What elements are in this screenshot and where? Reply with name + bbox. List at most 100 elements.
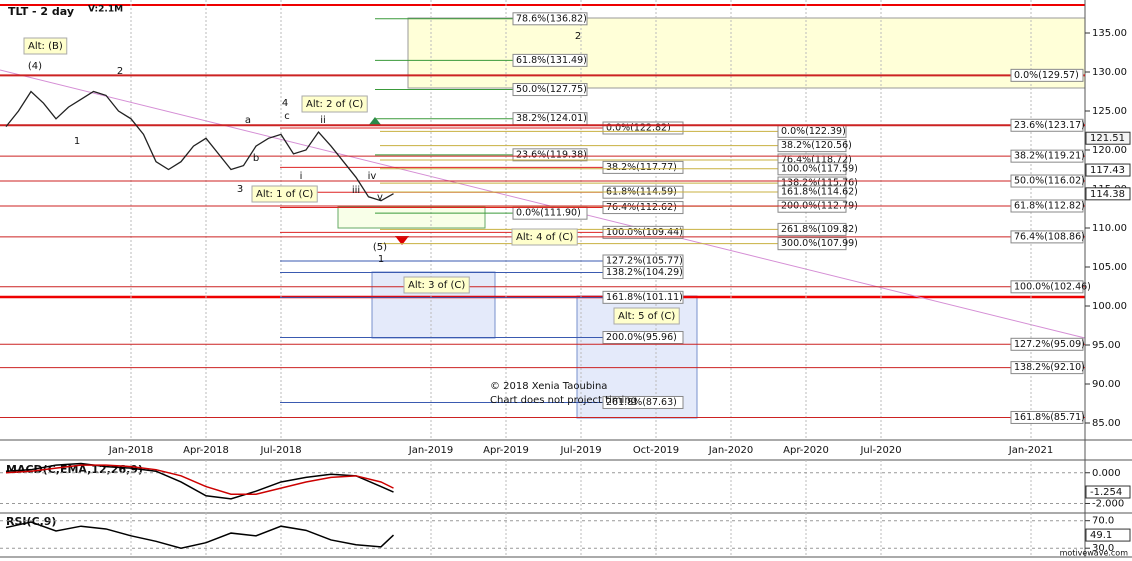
fib-label: 78.6%(136.82) xyxy=(516,13,587,24)
fib-label: 138.2%(104.29) xyxy=(606,267,683,278)
y-tick-label: 85.00 xyxy=(1092,418,1121,429)
fib-label: 50.0%(116.02) xyxy=(1014,176,1085,187)
price-marker-box xyxy=(1085,163,1131,177)
annotation: Alt: 2 of (C) xyxy=(306,99,363,110)
fib-label-box xyxy=(1010,410,1084,424)
fib-label: 161.8%(114.62) xyxy=(781,186,858,197)
fib-label: 23.6%(119.38) xyxy=(516,149,587,160)
fib-label: 127.2%(95.09) xyxy=(1014,339,1085,350)
fib-label: 100.0%(117.59) xyxy=(781,163,858,174)
wave-label: v xyxy=(377,192,383,203)
x-tick-label: Jul-2020 xyxy=(859,445,901,456)
wave-label: (5) xyxy=(373,242,387,253)
wave-label: b xyxy=(253,153,259,164)
annotation-box xyxy=(301,95,368,113)
annotation: Alt: 5 of (C) xyxy=(618,311,675,322)
fib-label: 261.8%(87.63) xyxy=(606,397,677,408)
fib-label-box xyxy=(602,290,684,304)
wave-label: 3 xyxy=(237,184,243,195)
y-tick-label: 100.00 xyxy=(1092,301,1127,312)
target-box xyxy=(337,206,486,229)
x-tick-label: Apr-2019 xyxy=(483,445,529,456)
fib-label: 0.0%(129.57) xyxy=(1014,70,1079,81)
price-marker: 117.43 xyxy=(1090,165,1125,176)
x-tick-label: Jan-2018 xyxy=(108,445,153,456)
fib-label: 100.0%(109.44) xyxy=(606,227,683,238)
fib-label-box xyxy=(512,83,588,97)
fib-label-box xyxy=(777,162,847,176)
fib-label: 100.0%(102.46) xyxy=(1014,281,1091,292)
fib-label-box xyxy=(1010,337,1084,351)
y-tick-label: 135.00 xyxy=(1092,28,1127,39)
fib-label-box xyxy=(602,201,684,215)
y-tick-label: 125.00 xyxy=(1092,106,1127,117)
annotation-box xyxy=(23,37,68,55)
x-tick-label: Oct-2019 xyxy=(633,445,679,456)
fib-label-box xyxy=(602,266,684,280)
fib-label-box xyxy=(1010,280,1084,294)
fib-label: 50.0%(127.75) xyxy=(516,84,587,95)
fib-label-box xyxy=(777,222,847,236)
fib-label-box xyxy=(1010,199,1084,213)
current-value: -1.254 xyxy=(1090,487,1122,498)
fib-label: 38.2%(119.21) xyxy=(1014,151,1085,162)
series-line xyxy=(5,462,394,500)
y-tick-label: 110.00 xyxy=(1092,223,1127,234)
fib-label: 38.2%(120.56) xyxy=(781,140,852,151)
y-tick-label: 105.00 xyxy=(1092,262,1127,273)
fib-label-box xyxy=(777,237,847,251)
y-tick-label: 90.00 xyxy=(1092,379,1121,390)
series-line xyxy=(5,464,394,496)
wave-label: a xyxy=(245,115,251,126)
trend-line xyxy=(0,69,1086,339)
x-tick-label: Jul-2019 xyxy=(559,445,601,456)
fib-label: 38.2%(117.77) xyxy=(606,162,677,173)
note: Chart does not project timing xyxy=(490,395,637,406)
fib-label-box xyxy=(1010,230,1084,244)
current-value-box xyxy=(1085,485,1131,499)
wave-label: (4) xyxy=(28,61,42,72)
fib-label: 261.8%(109.82) xyxy=(781,224,858,235)
fib-label-box xyxy=(777,185,847,199)
y-tick-label: 130.00 xyxy=(1092,67,1127,78)
fib-label: 161.8%(85.71) xyxy=(1014,412,1085,423)
price-marker-box xyxy=(1085,131,1131,145)
y-tick-label: 95.00 xyxy=(1092,340,1121,351)
annotation: Alt: (B) xyxy=(28,41,63,52)
fib-label: 61.8%(112.82) xyxy=(1014,200,1085,211)
wave-label: i xyxy=(300,171,303,182)
price-marker-box xyxy=(1085,187,1131,201)
price-marker: 114.38 xyxy=(1090,189,1125,200)
chart-title: TLT - 2 day xyxy=(8,5,74,18)
fib-label: 61.8%(131.49) xyxy=(516,55,587,66)
fib-label-box xyxy=(1010,149,1084,163)
down-signal xyxy=(395,236,409,245)
fib-label: 0.0%(122.39) xyxy=(781,126,846,137)
wave-label: c xyxy=(284,111,290,122)
wave-label: 2 xyxy=(575,31,581,42)
up-signal xyxy=(368,117,382,126)
fib-label: 76.4%(118.72) xyxy=(781,154,852,165)
fib-label: 76.4%(112.62) xyxy=(606,202,677,213)
annotation: Alt: 3 of (C) xyxy=(408,280,465,291)
fib-label-box xyxy=(602,331,684,345)
annotation-box xyxy=(511,228,578,246)
x-tick-label: Jul-2018 xyxy=(259,445,301,456)
fib-label: 23.6%(123.17) xyxy=(1014,120,1085,131)
x-tick-label: Jan-2019 xyxy=(408,445,453,456)
fib-label-box xyxy=(602,160,684,174)
fib-label-box xyxy=(512,12,588,26)
wave-label: 2 xyxy=(117,66,123,77)
footer: motivewave.com xyxy=(1060,549,1129,558)
fib-label: 0.0%(111.90) xyxy=(516,208,581,219)
series-line xyxy=(5,521,395,549)
fib-label: 200.0%(95.96) xyxy=(606,332,677,343)
annotation-box xyxy=(251,185,318,203)
y-tick-label: -2.000 xyxy=(1092,498,1124,509)
x-tick-label: Apr-2018 xyxy=(183,445,229,456)
wave-label: 1 xyxy=(378,254,384,265)
fib-label: 127.2%(105.77) xyxy=(606,255,683,266)
fib-label: 300.0%(107.99) xyxy=(781,238,858,249)
